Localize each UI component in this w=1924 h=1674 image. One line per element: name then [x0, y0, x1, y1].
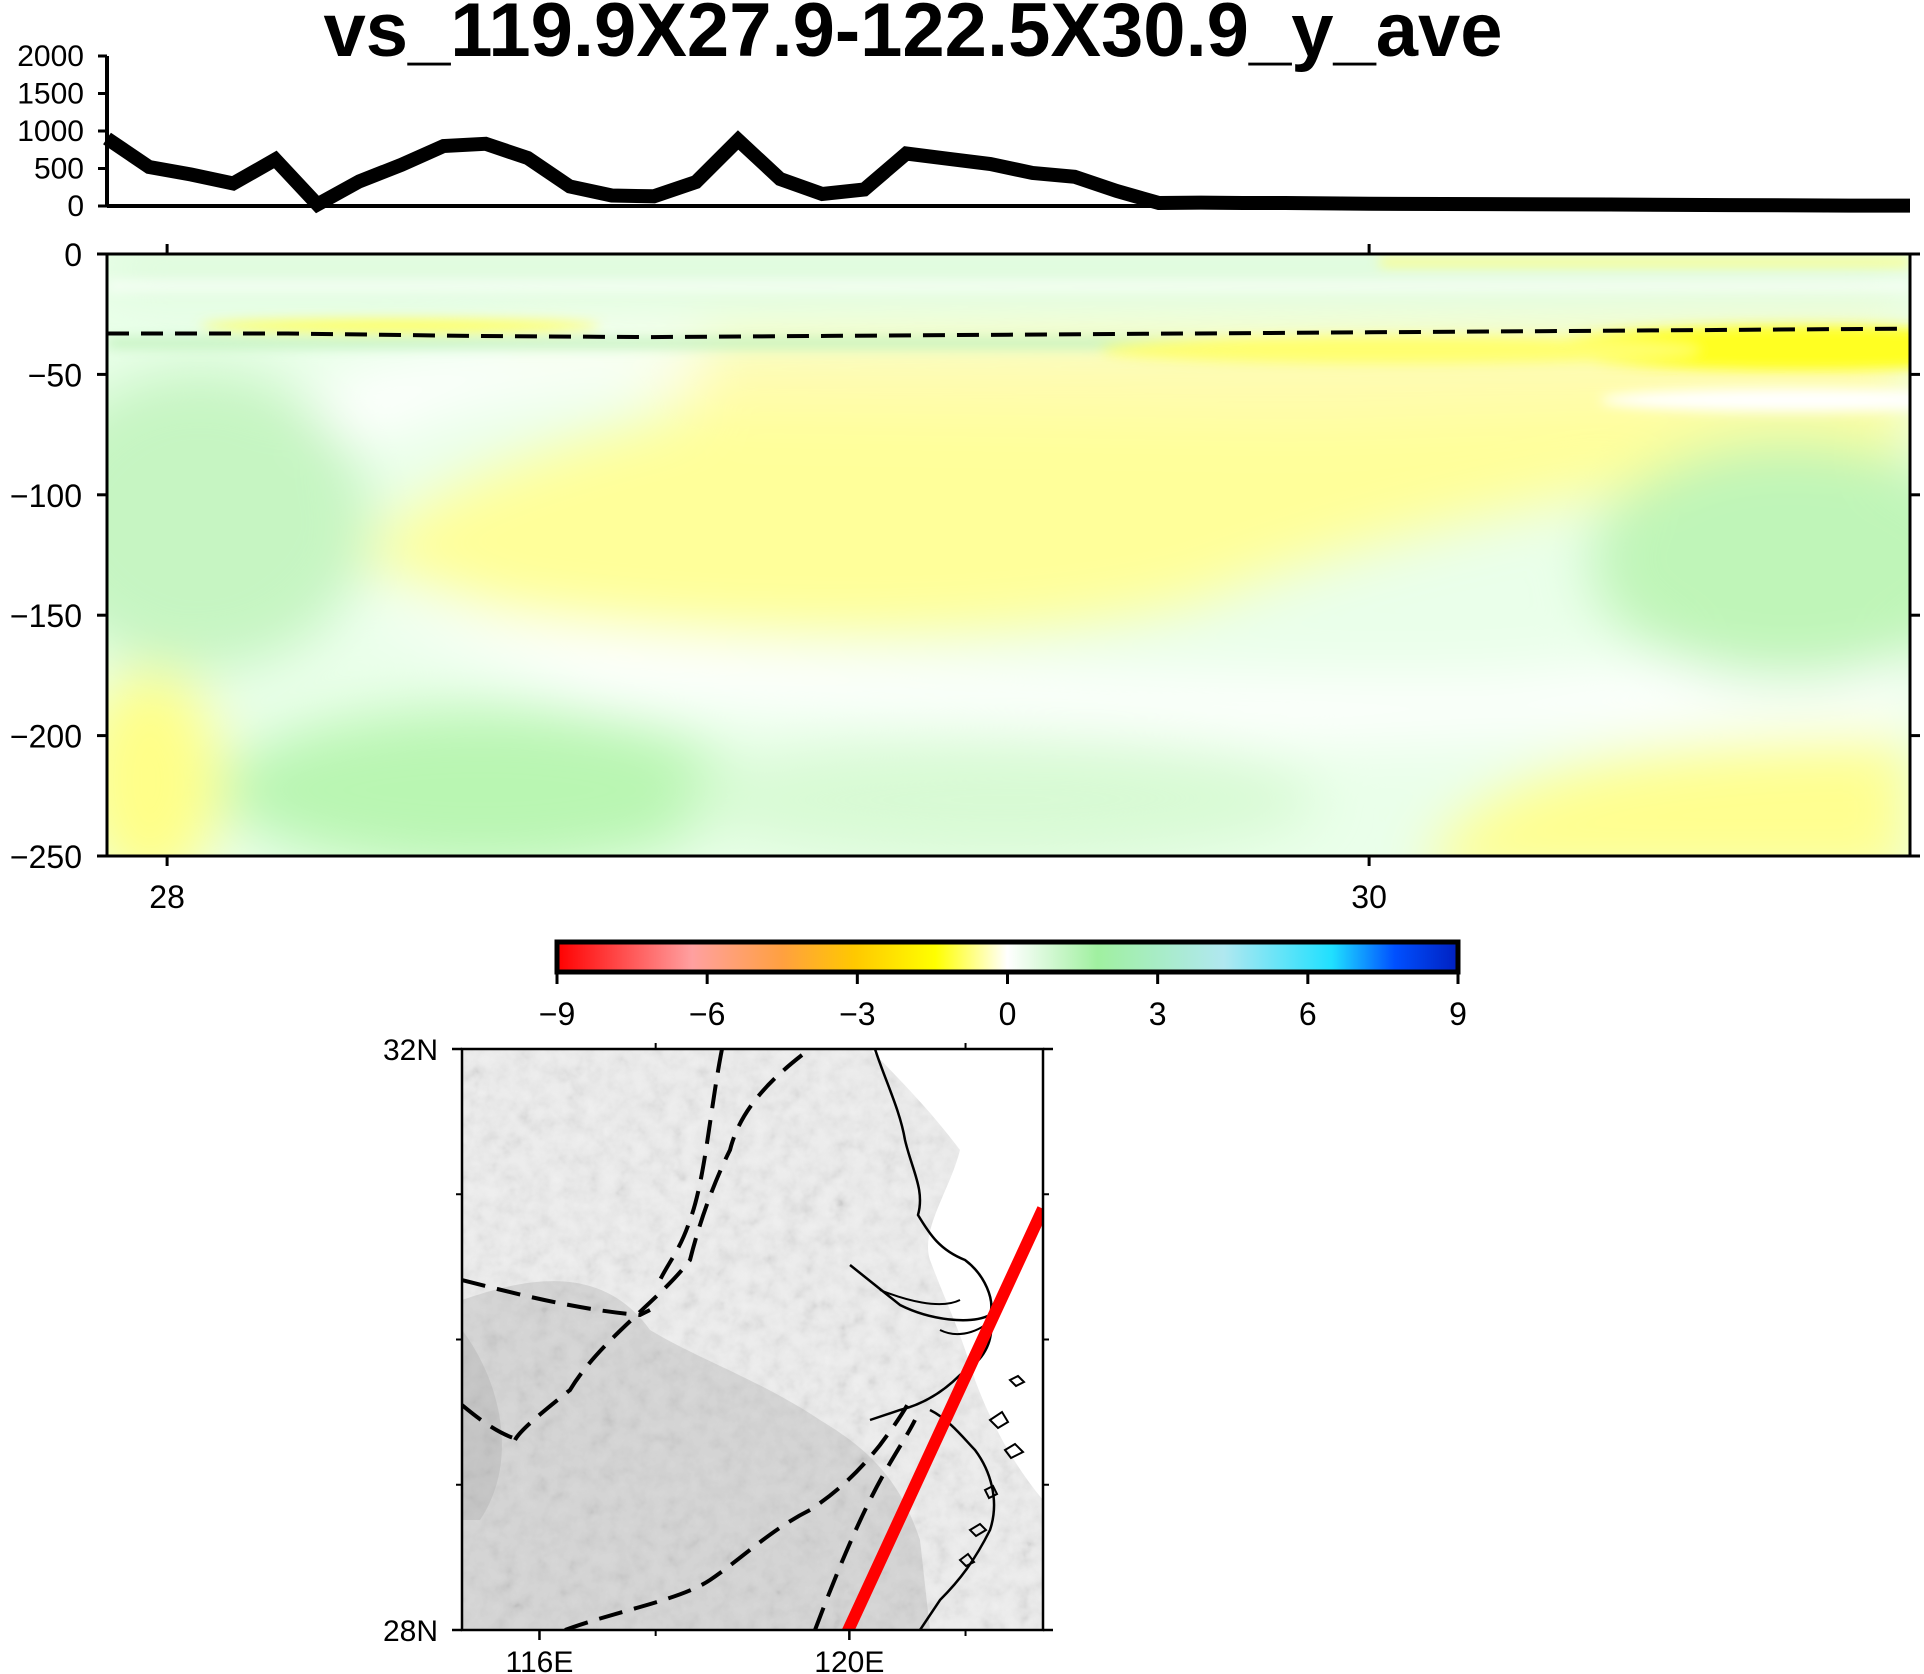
vs-section-x-ticks: 28 30: [149, 244, 1387, 915]
vs-section-y-ticks: 0 −50 −100 −150 −200 −250: [10, 237, 1920, 875]
vs-section-y-tick-label: −150: [10, 598, 82, 634]
block-boundaries: [462, 1049, 917, 1630]
colorbar-ramp: [554, 939, 1461, 975]
vs-section-y-tick-label: −50: [28, 357, 82, 393]
colorbar-tick-label: 3: [1149, 996, 1167, 1032]
vs-section-y-tick-label: −100: [10, 478, 82, 514]
location-map-ticks: 116E 120E 28N 32N: [383, 1034, 1053, 1674]
chart-title: vs_119.9X27.9-122.5X30.9_y_ave: [323, 0, 1502, 73]
vs-heatmap: [107, 254, 1910, 856]
location-map: 116E 120E 28N 32N: [383, 1034, 1053, 1674]
colorbar-ticks: −9 −6 −3 0 3 6 9: [539, 974, 1467, 1032]
colorbar-tick-label: 9: [1449, 996, 1467, 1032]
colorbar: −9 −6 −3 0 3 6 9: [539, 939, 1467, 1032]
colorbar-tick-label: −6: [689, 996, 725, 1032]
topography-y-tick-label: 1000: [17, 115, 84, 148]
colorbar-tick-label: −9: [539, 996, 575, 1032]
map-y-tick-label: 28N: [383, 1615, 438, 1648]
vs-section-y-tick-label: −250: [10, 839, 82, 875]
map-x-tick-label: 120E: [814, 1646, 884, 1674]
vs-section-y-tick-label: 0: [64, 237, 82, 273]
colorbar-tick-label: −3: [839, 996, 875, 1032]
vs-section-frame: [105, 252, 1912, 858]
colorbar-tick-label: 6: [1299, 996, 1317, 1032]
map-x-tick-label: 116E: [506, 1646, 574, 1674]
vs-section-x-tick-label: 28: [149, 879, 185, 915]
topography-panel: 0 500 1000 1500 2000: [17, 40, 1910, 223]
topography-y-tick-label: 500: [34, 153, 84, 186]
map-y-tick-label: 32N: [383, 1034, 438, 1067]
topography-y-tick-label: 0: [67, 190, 84, 223]
profile-line: [841, 1206, 1043, 1630]
moho-dashed-line: [107, 326, 1910, 340]
topography-y-tick-label: 1500: [17, 78, 84, 111]
vs-section-y-tick-label: −200: [10, 719, 82, 755]
topography-series-line: [103, 130, 1910, 214]
vs-section-panel: 0 −50 −100 −150 −200 −250 28 30: [10, 237, 1920, 915]
vs-section-x-tick-label: 30: [1351, 879, 1387, 915]
topography-y-tick-label: 2000: [17, 40, 84, 73]
topography-y-ticks: 0 500 1000 1500 2000: [17, 40, 107, 223]
colorbar-tick-label: 0: [999, 996, 1017, 1032]
